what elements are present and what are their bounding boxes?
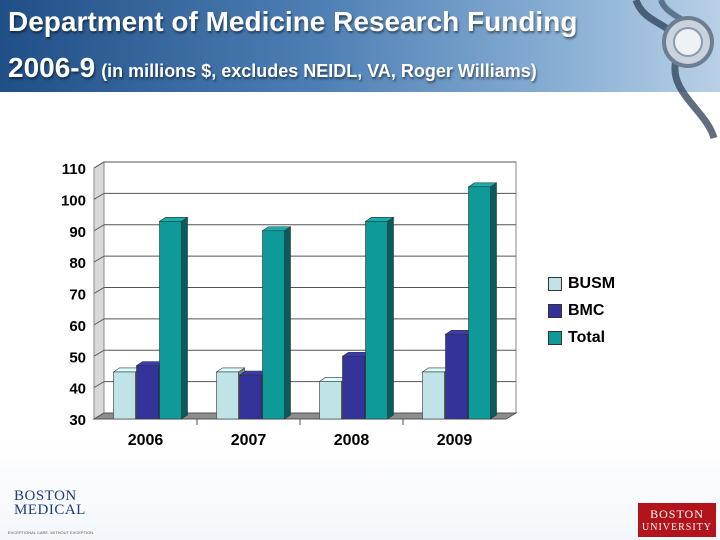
bar-bmc-2007 — [239, 374, 262, 420]
bar-busm-2007 — [216, 371, 239, 420]
gridline-diagonal — [93, 192, 105, 200]
bu-logo-line1: BOSTON — [650, 507, 704, 521]
bar-side-total-2007 — [284, 226, 291, 420]
legend-label-total: Total — [568, 328, 606, 346]
x-axis-tick-labels: 2006 2007 2008 2009 — [128, 419, 473, 449]
x-tick-label: 2006 — [128, 432, 164, 449]
y-tick-label: 40 — [69, 381, 86, 398]
boston-university-logo: BOSTON UNIVERSITY — [638, 503, 716, 537]
y-tick-label: 30 — [69, 412, 86, 429]
gridline-diagonal — [93, 287, 105, 294]
legend-swatch-total — [548, 330, 562, 345]
legend-item-total: Total — [548, 324, 615, 351]
gridline-diagonal — [93, 255, 105, 263]
slide-title: Department of Medicine Research Funding — [8, 6, 578, 37]
bars — [112, 182, 498, 420]
x-tick-label: 2009 — [437, 432, 473, 449]
legend-item-bmc: BMC — [548, 297, 615, 324]
bar-total-2007 — [262, 230, 285, 420]
bar-busm-2009 — [422, 371, 445, 420]
bar-total-2008 — [365, 221, 388, 420]
gridline-diagonal — [93, 318, 105, 326]
stethoscope-icon — [632, 0, 718, 140]
x-tick-label: 2008 — [334, 432, 370, 449]
y-axis-tick-labels: 30 40 50 60 70 80 90 100 110 — [61, 161, 86, 429]
gridline-diagonal — [93, 224, 105, 232]
y-tick-label: 100 — [61, 192, 86, 209]
bu-logo-line2: UNIVERSITY — [642, 522, 712, 533]
x-tick-label: 2007 — [231, 432, 267, 449]
bar-bmc-2008 — [342, 355, 365, 420]
chart-legend: BUSM BMC Total — [548, 270, 615, 351]
bar-busm-2008 — [319, 381, 342, 420]
gridline-diagonal — [93, 349, 105, 357]
subtitle-note: (in millions $, excludes NEIDL, VA, Roge… — [101, 61, 537, 81]
slide-subtitle: 2006-9 (in millions $, excludes NEIDL, VA… — [8, 52, 537, 84]
legend-swatch-busm — [548, 276, 562, 291]
bar-side-total-2008 — [387, 216, 394, 420]
y-tick-label: 80 — [69, 255, 86, 272]
bar-bmc-2009 — [445, 333, 468, 420]
bar-busm-2006 — [113, 371, 136, 420]
bmc-logo-tagline: EXCEPTIONAL CARE. WITHOUT EXCEPTION. — [8, 530, 95, 535]
subtitle-years: 2006-9 — [8, 52, 96, 83]
gridline-diagonal — [93, 381, 105, 389]
boston-medical-logo: BOSTON MEDICAL EXCEPTIONAL CARE. WITHOUT… — [6, 488, 102, 538]
legend-label-busm: BUSM — [568, 274, 616, 292]
funding-bar-chart: 30 40 50 60 70 80 90 100 110 2006 2007 2008 2009 — [61, 161, 518, 449]
bmc-logo-line2: MEDICAL — [14, 502, 86, 518]
y-tick-label: 70 — [69, 287, 86, 304]
bar-side-total-2006 — [181, 216, 188, 420]
bar-total-2009 — [468, 186, 491, 420]
gridline-diagonal — [93, 161, 105, 169]
y-tick-label: 90 — [69, 224, 86, 241]
y-tick-label: 110 — [62, 161, 86, 178]
legend-label-bmc: BMC — [568, 301, 605, 319]
bar-side-total-2009 — [490, 182, 497, 420]
legend-item-busm: BUSM — [548, 270, 615, 297]
bar-bmc-2006 — [136, 365, 159, 420]
bar-total-2006 — [159, 221, 182, 420]
legend-swatch-bmc — [548, 303, 562, 318]
bmc-logo-line1: BOSTON — [14, 488, 77, 504]
y-tick-label: 60 — [69, 318, 86, 335]
y-tick-label: 50 — [69, 349, 86, 366]
